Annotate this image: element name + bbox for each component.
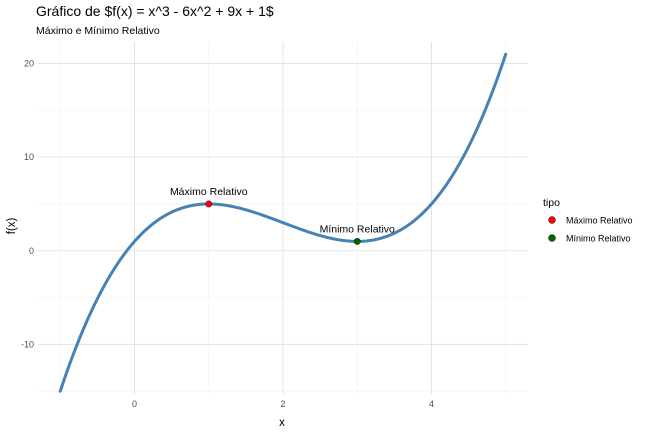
point-annotation: Mínimo Relativo [320,223,395,235]
y-tick-label: 0 [29,246,34,256]
extremum-point [205,200,213,208]
legend-label: Mínimo Relativo [566,234,631,244]
y-tick-label: 20 [24,59,34,69]
chart-title: Gráfico de $f(x) = x^3 - 6x^2 + 9x + 1$ [36,3,274,19]
x-tick-label: 2 [280,399,285,409]
x-axis-ticks: 0 2 4 [132,399,434,409]
x-axis-title: x [279,417,285,429]
point-annotation: Máximo Relativo [170,186,248,198]
y-tick-label: 10 [24,152,34,162]
y-tick-label: -10 [21,339,34,349]
points-layer [205,200,361,245]
y-axis-ticks: -10 0 10 20 [21,59,34,350]
curve-layer [58,52,508,393]
function-curve [58,52,508,393]
y-axis-title: f(x) [6,218,18,235]
chart-subtitle: Máximo e Mínimo Relativo [36,25,160,37]
grid-major [38,42,528,394]
legend-key [548,234,556,242]
x-tick-label: 4 [429,399,434,409]
annotations-layer: Máximo Relativo Mínimo Relativo [170,186,395,235]
legend: tipo Máximo Relativo Mínimo Relativo [543,197,633,244]
legend-key [548,216,556,224]
extremum-point [353,238,361,245]
legend-label: Máximo Relativo [566,216,633,226]
x-tick-label: 0 [132,399,137,409]
legend-title: tipo [543,197,560,209]
